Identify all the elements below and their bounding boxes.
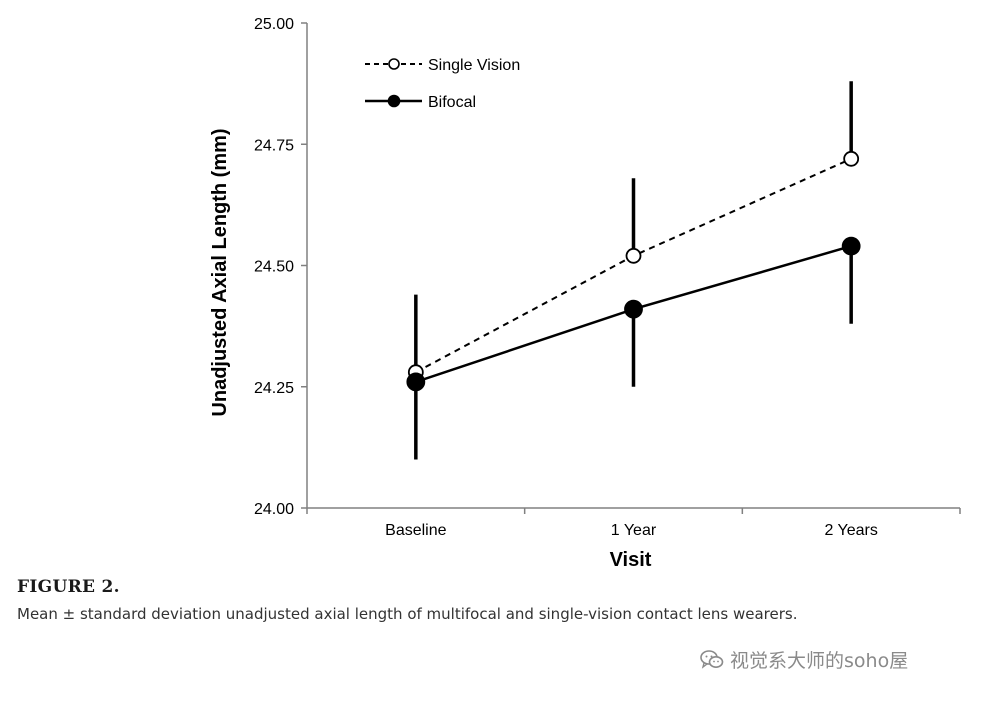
x-axis-title: Visit xyxy=(610,549,652,571)
watermark: 视觉系大师的soho屋 xyxy=(700,646,908,673)
data-point-single-vision xyxy=(843,150,860,167)
figure-label: FIGURE 2. xyxy=(17,577,120,597)
y-tick-label: 24.75 xyxy=(254,137,294,154)
y-tick-label: 24.50 xyxy=(254,259,294,276)
chart-axes: 24.00 24.25 24.50 24.75 25.00 Baseline 1 Year 2… xyxy=(209,16,961,571)
y-tick-label: 25.00 xyxy=(254,16,294,33)
legend-label-single-vision: Single Vision xyxy=(428,57,520,74)
y-tick-label: 24.25 xyxy=(254,380,294,397)
chart-legend: Single Vision Bifocal xyxy=(365,57,520,111)
y-axis-title: Unadjusted Axial Length (mm) xyxy=(209,128,231,416)
series-markers xyxy=(406,150,861,392)
y-tick-label: 24.00 xyxy=(254,501,294,518)
x-tick-label: Baseline xyxy=(385,522,446,539)
legend-label-bifocal: Bifocal xyxy=(428,94,476,111)
data-point-single-vision xyxy=(625,247,642,264)
axial-length-chart: 24.00 24.25 24.50 24.75 25.00 Baseline 1 Year 2… xyxy=(209,16,961,571)
figure-caption: Mean ± standard deviation unadjusted axi… xyxy=(17,605,798,623)
watermark-text: 视觉系大师的soho屋 xyxy=(730,650,909,672)
data-point-bifocal xyxy=(624,299,643,319)
data-point-bifocal xyxy=(841,236,861,256)
data-point-bifocal xyxy=(406,372,426,392)
error-bars xyxy=(414,81,853,460)
legend-marker-single-vision xyxy=(388,58,400,70)
x-tick-label: 2 Years xyxy=(824,522,877,539)
legend-marker-bifocal xyxy=(387,94,401,108)
wechat-icon xyxy=(700,649,724,669)
x-tick-label: 1 Year xyxy=(611,522,657,539)
